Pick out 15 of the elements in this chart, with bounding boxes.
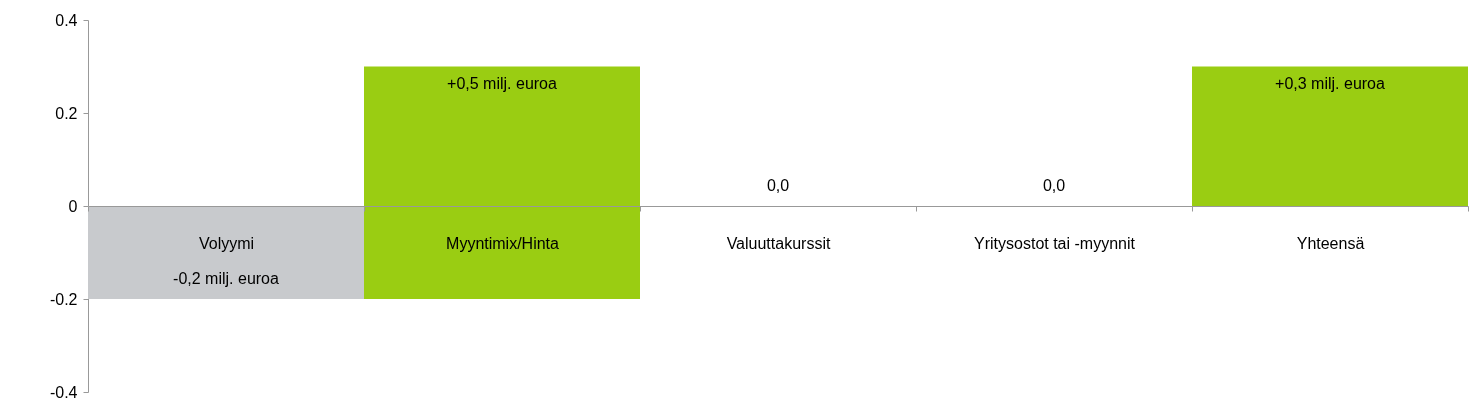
- y-tick-label: -0.4: [49, 383, 78, 401]
- data-label: 0,0: [1042, 177, 1066, 194]
- y-tick-label: 0.4: [55, 11, 78, 29]
- x-tick-label: Valuuttakurssit: [726, 234, 831, 252]
- data-label: +0,5 milj. euroa: [447, 74, 558, 92]
- data-label: +0,3 milj. euroa: [1275, 74, 1386, 92]
- y-tick-label: 0.2: [55, 104, 78, 122]
- data-label: 0,0: [766, 177, 790, 194]
- y-tick-label: 0: [68, 197, 78, 215]
- y-tick-label: -0.2: [49, 290, 78, 308]
- x-tick-label: Myyntimix/Hinta: [446, 234, 560, 252]
- x-tick-label: Yritysostot tai -myynnit: [974, 234, 1136, 252]
- data-label: -0,2 milj. euroa: [173, 270, 280, 287]
- x-tick-label: Volyymi: [198, 234, 255, 252]
- x-tick-label: Yhteensä: [1296, 234, 1365, 252]
